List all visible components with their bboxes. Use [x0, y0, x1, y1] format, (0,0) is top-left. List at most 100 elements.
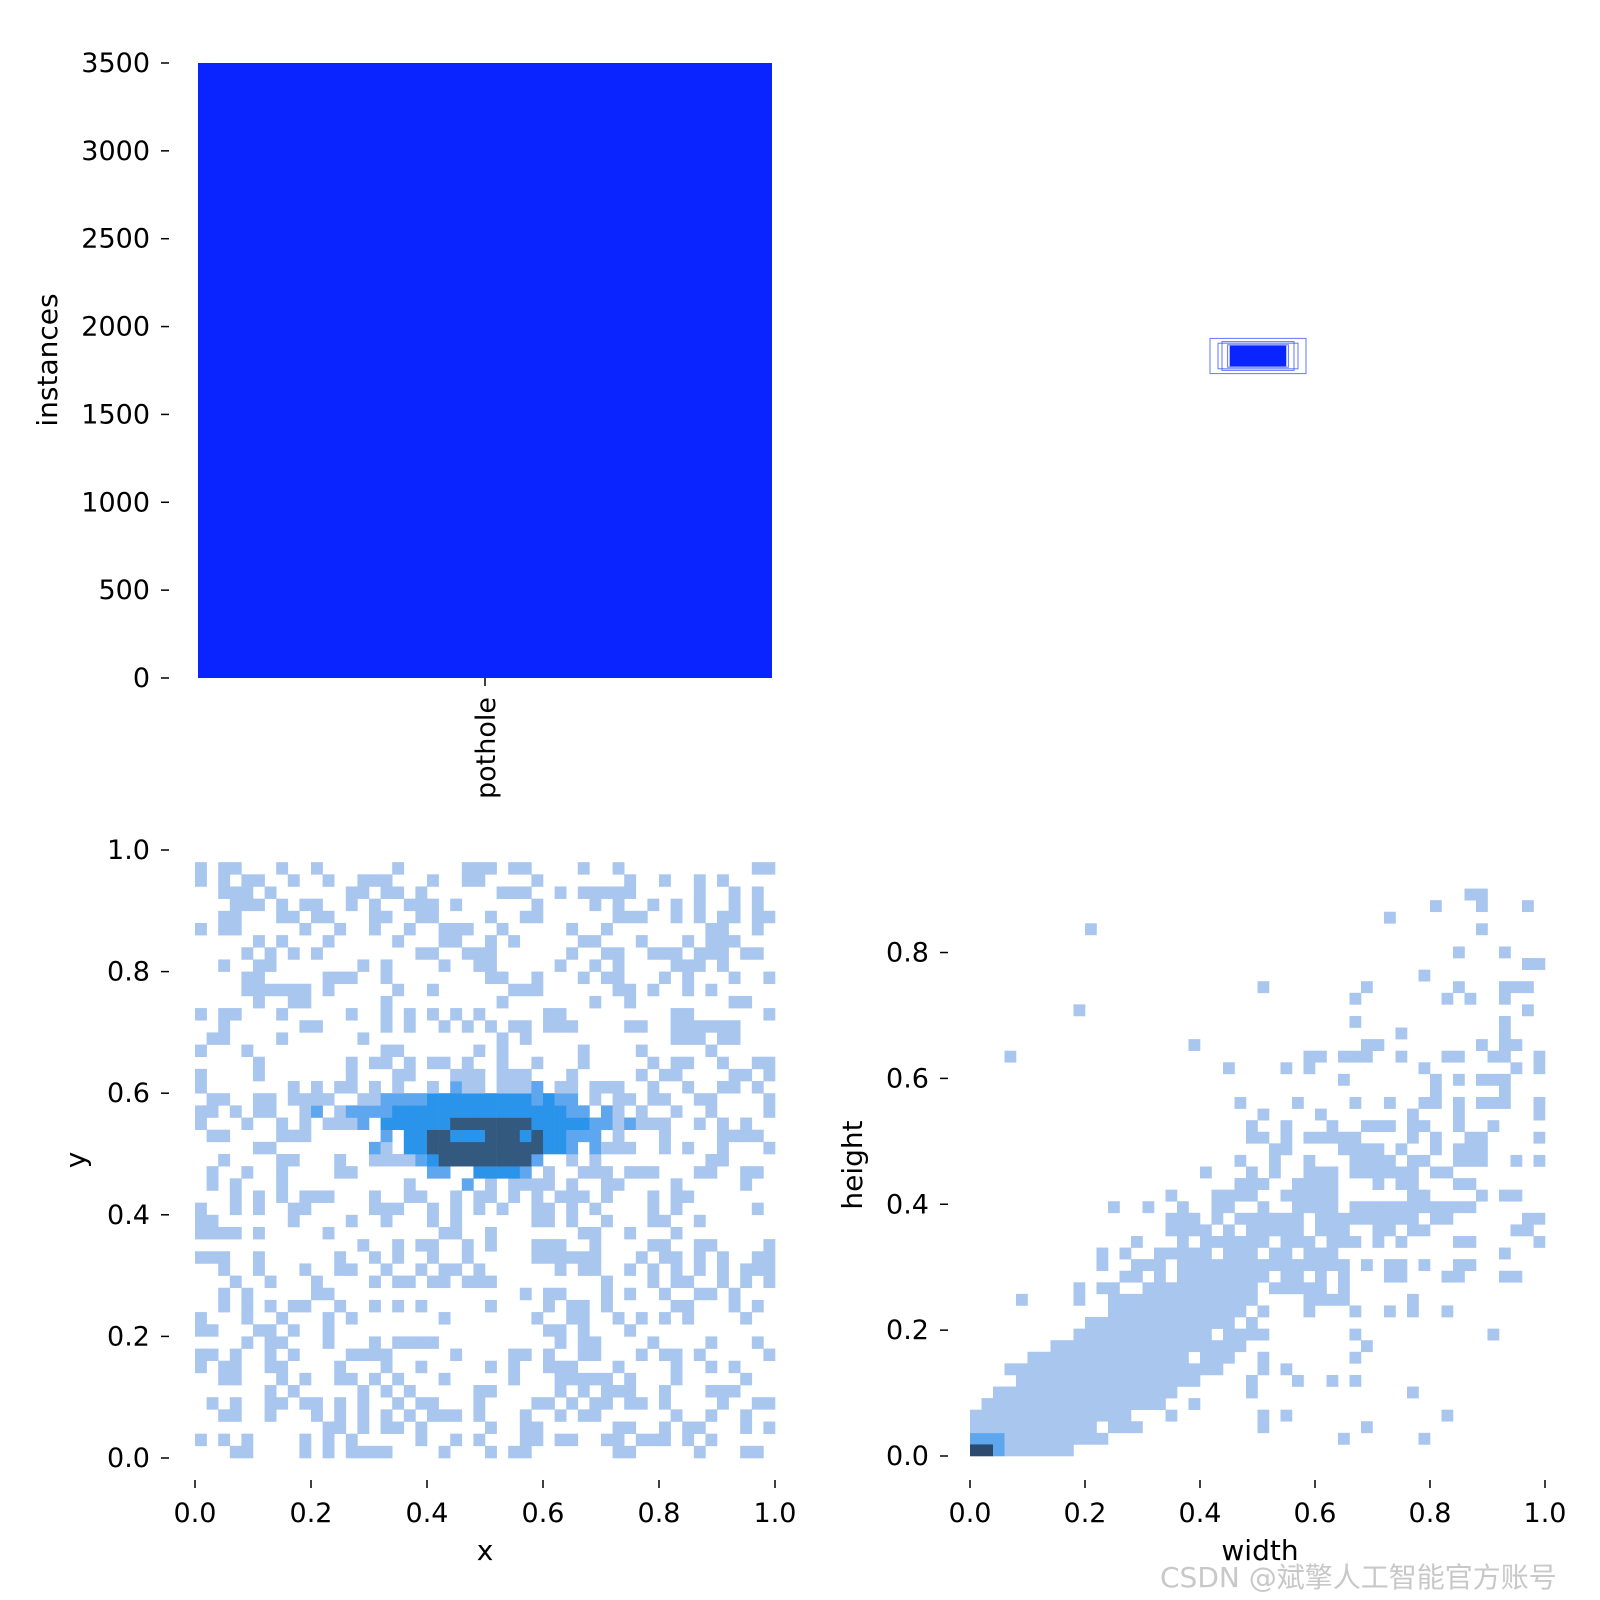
xy-cell — [659, 874, 671, 887]
xy-cell — [253, 983, 265, 997]
wh-cell — [1016, 1386, 1028, 1399]
xy-cell — [403, 898, 416, 912]
xy-cell — [345, 971, 358, 985]
xy-cell — [659, 1068, 671, 1082]
wh-cell — [1372, 1224, 1385, 1237]
xy-cell — [612, 1312, 625, 1325]
xy-cell — [229, 898, 242, 912]
xy-cell — [635, 935, 648, 948]
xy-cell — [369, 1154, 381, 1167]
wh-xtick-label: 0.0 — [949, 1498, 992, 1529]
wh-cell — [1200, 1235, 1212, 1248]
xy-cell — [427, 1214, 439, 1228]
wh-cell — [1257, 1212, 1270, 1225]
xy-cell — [276, 1166, 289, 1179]
xy-cell — [635, 1105, 648, 1118]
xy-cell — [392, 1372, 405, 1386]
xy-cell — [508, 1166, 521, 1179]
wh-cell — [1039, 1421, 1051, 1434]
xy-cell — [647, 1263, 660, 1276]
xy-cell — [427, 1056, 439, 1070]
xy-cell — [624, 1445, 637, 1459]
wh-cell — [1177, 1305, 1189, 1318]
wh-cell — [1177, 1212, 1189, 1225]
xy-cell — [647, 1166, 660, 1179]
xy-cell — [693, 1445, 706, 1459]
xy-cell — [763, 1068, 776, 1082]
wh-cell — [1177, 1374, 1189, 1387]
xy-cell — [566, 1299, 579, 1313]
wh-cell — [1326, 1374, 1339, 1387]
xy-cell — [287, 1348, 300, 1362]
xy-cell — [635, 1251, 648, 1264]
xy-cell — [485, 1299, 497, 1313]
xy-cell — [647, 1202, 660, 1216]
xy-cell — [287, 1324, 300, 1337]
wh-cell — [1211, 1293, 1224, 1306]
xy-cell — [566, 1202, 579, 1216]
wh-cell — [1407, 1386, 1419, 1399]
xy-cell — [682, 1020, 695, 1033]
xy-cell — [392, 1275, 405, 1289]
xy-cell — [670, 1348, 683, 1362]
xy-cell — [728, 1020, 741, 1033]
xy-cell — [612, 971, 625, 985]
xy-cell — [577, 1190, 590, 1203]
xy-cell — [195, 1081, 207, 1094]
wh-cell — [1154, 1363, 1166, 1376]
xy-cell — [682, 1032, 695, 1045]
xy-cell — [601, 886, 613, 899]
xy-cell — [299, 1299, 312, 1313]
xy-cell — [485, 1445, 497, 1459]
xy-cell — [253, 1324, 265, 1337]
wh-cell — [1096, 1398, 1109, 1410]
wh-cell — [1062, 1340, 1074, 1353]
wh-cell — [1257, 1270, 1270, 1283]
xy-cell — [403, 1409, 416, 1422]
xy-cell — [415, 947, 428, 960]
wh-cell — [1188, 1305, 1201, 1318]
xy-cell — [438, 1445, 451, 1459]
xy-cell — [380, 1056, 393, 1070]
xy-cell — [659, 1312, 671, 1325]
wh-cell — [1246, 1224, 1258, 1237]
xy-cell — [496, 1093, 509, 1106]
wh-cell — [981, 1398, 994, 1410]
xy-cell — [589, 1397, 602, 1410]
xy-cell — [311, 1020, 323, 1033]
xy-cell — [670, 1275, 683, 1289]
wh-cell — [1292, 1235, 1304, 1248]
wh-cell — [1280, 1259, 1293, 1272]
xy-cell — [543, 1129, 555, 1143]
xy-cell — [531, 1214, 544, 1228]
xy-cell — [229, 1348, 242, 1362]
xy-cell — [403, 1275, 416, 1289]
wh-cell — [1395, 1270, 1408, 1283]
xy-cell — [473, 1105, 486, 1118]
xy-cell — [705, 1287, 718, 1301]
xy-cell — [647, 1239, 660, 1252]
xy-cell — [299, 1093, 312, 1106]
xy-cell — [229, 910, 242, 924]
wh-cell — [1027, 1409, 1040, 1422]
xy-cell — [392, 983, 405, 997]
wh-cell — [1108, 1282, 1120, 1295]
wh-cell — [1338, 1293, 1350, 1306]
xy-xtick-label: 1.0 — [754, 1498, 797, 1529]
xy-cell — [705, 947, 718, 960]
xy-cell — [670, 1202, 683, 1216]
wh-cell — [1292, 1224, 1304, 1237]
xy-cell — [438, 935, 451, 948]
xy-cell — [485, 1190, 497, 1203]
xy-cell — [751, 1129, 764, 1143]
wh-cell — [1487, 1073, 1500, 1086]
wh-cell — [1372, 1178, 1385, 1190]
xy-cell — [577, 886, 590, 899]
wh-cell — [1476, 888, 1488, 901]
wh-cell — [1246, 1270, 1258, 1283]
xy-cell — [461, 1093, 474, 1106]
wh-cell — [1096, 1282, 1109, 1295]
xy-cell — [322, 1312, 335, 1325]
xy-cell — [635, 1433, 648, 1447]
xy-cell — [311, 1409, 323, 1422]
